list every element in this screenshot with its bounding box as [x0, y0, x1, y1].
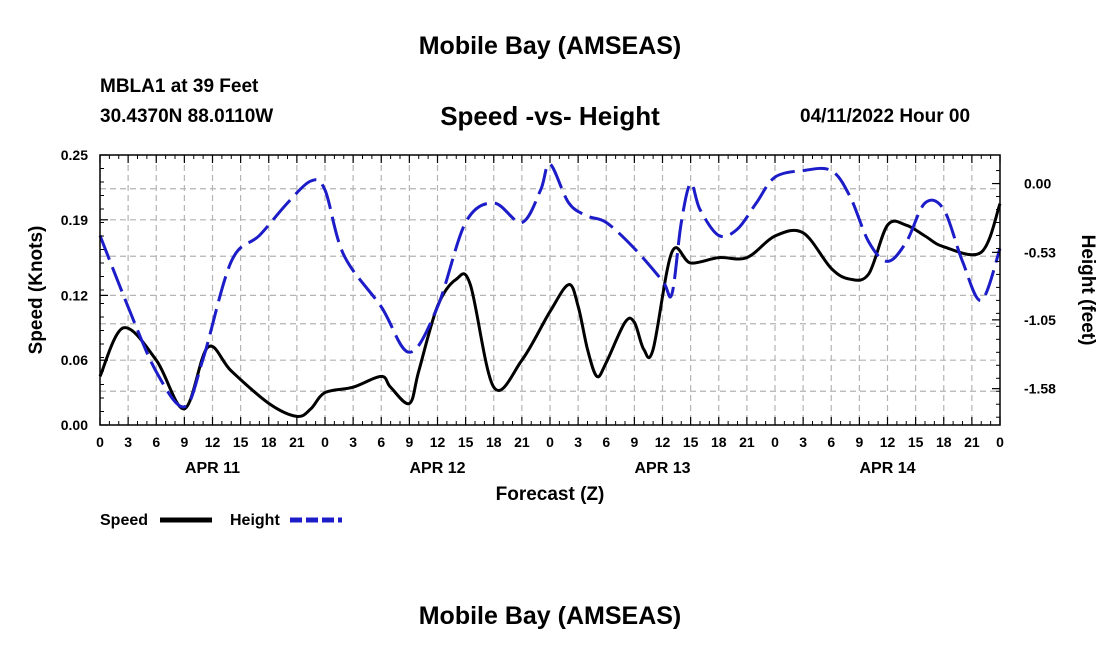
x-tick-label: 15 [908, 434, 924, 450]
x-tick-label: 3 [799, 434, 807, 450]
x-tick-label: 12 [430, 434, 446, 450]
x-tick-label: 18 [261, 434, 277, 450]
x-tick-label: 6 [827, 434, 835, 450]
y2-tick-label: 0.00 [1024, 176, 1051, 192]
axis-tick-labels: 0 3 6 9 12 15 18 21 0 3 6 9 12 15 18 21 0 3 6 9 12 15 18 21 0 3 6 9… [61, 147, 1056, 477]
x-tick-label: 0 [771, 434, 779, 450]
station-name: MBLA1 at 39 Feet [100, 76, 259, 97]
date-label: APR 11 [185, 460, 240, 477]
x-tick-label: 9 [855, 434, 863, 450]
y2-axis-label: Height (feet) [1077, 235, 1098, 346]
legend-speed-label: Speed [100, 512, 148, 529]
y2-tick-label: -1.05 [1024, 312, 1056, 328]
x-tick-label: 21 [964, 434, 980, 450]
x-tick-label: 0 [321, 434, 329, 450]
date-label: APR 12 [409, 460, 465, 477]
x-tick-label: 12 [205, 434, 221, 450]
x-tick-label: 15 [683, 434, 699, 450]
x-tick-label: 9 [630, 434, 638, 450]
legend-height-label: Height [230, 512, 280, 529]
axis-ticks [99, 154, 1001, 426]
x-tick-label: 21 [514, 434, 530, 450]
x-tick-label: 6 [602, 434, 610, 450]
x-tick-label: 15 [233, 434, 249, 450]
y2-tick-label: -1.58 [1024, 381, 1056, 397]
height-series-line [98, 162, 1002, 409]
x-tick-label: 0 [96, 434, 104, 450]
x-tick-label: 18 [936, 434, 952, 450]
x-tick-label: 9 [180, 434, 188, 450]
y-tick-label: 0.25 [61, 147, 88, 163]
x-tick-label: 15 [458, 434, 474, 450]
y-tick-label: 0.19 [61, 212, 88, 228]
date-label: APR 14 [859, 460, 915, 477]
x-tick-label: 9 [405, 434, 413, 450]
x-tick-label: 3 [574, 434, 582, 450]
y-axis-label: Speed (Knots) [26, 226, 47, 355]
y-tick-label: 0.00 [61, 417, 88, 433]
x-tick-label: 18 [486, 434, 502, 450]
x-tick-label: 18 [711, 434, 727, 450]
x-tick-label: 21 [289, 434, 305, 450]
y-tick-label: 0.06 [61, 352, 88, 368]
legend: Speed Height [100, 512, 342, 529]
station-coordinates: 30.4370N 88.0110W [100, 106, 274, 127]
grid-lines [100, 155, 1000, 425]
x-tick-label: 6 [152, 434, 160, 450]
x-tick-label: 6 [377, 434, 385, 450]
x-tick-label: 21 [739, 434, 755, 450]
x-tick-label: 12 [655, 434, 671, 450]
x-tick-label: 0 [546, 434, 554, 450]
forecast-time: 04/11/2022 Hour 00 [800, 106, 971, 127]
chart-title: Speed -vs- Height [440, 101, 660, 131]
y-tick-label: 0.12 [61, 287, 88, 303]
y2-tick-label: -0.53 [1024, 244, 1056, 260]
speed-series-line [98, 203, 1002, 418]
footer-title: Mobile Bay (AMSEAS) [418, 602, 682, 630]
page-title: Mobile Bay (AMSEAS) [418, 32, 682, 60]
x-tick-label: 12 [880, 434, 896, 450]
series-lines [98, 162, 1002, 418]
date-label: APR 13 [634, 460, 690, 477]
x-axis-label: Forecast (Z) [496, 484, 605, 505]
x-tick-label: 0 [996, 434, 1004, 450]
x-tick-label: 3 [124, 434, 132, 450]
x-tick-label: 3 [349, 434, 357, 450]
